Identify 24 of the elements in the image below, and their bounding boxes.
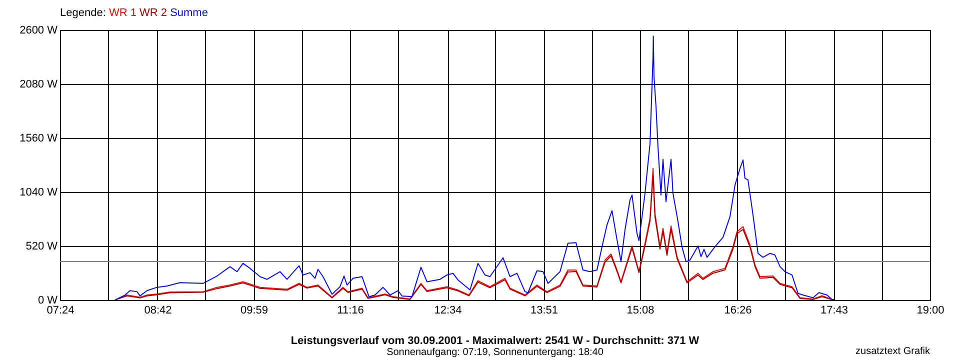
y-tick-label: 2600 W (20, 24, 58, 36)
y-tick-label: 0 W (38, 294, 58, 306)
x-tick-label: 15:08 (626, 304, 654, 316)
x-tick-label: 11:16 (337, 304, 364, 316)
text: Summe (170, 7, 208, 19)
x-tick-label: 17:43 (820, 304, 848, 316)
text: Sonnenaufgang: 07:19, Sonnenuntergang: 18:40 (386, 347, 604, 358)
y-tick-label: 1560 W (20, 132, 58, 144)
x-tick-label: 16:26 (724, 304, 752, 316)
text: WR 1 (108, 7, 136, 19)
y-tick-label: 1040 W (20, 186, 58, 198)
x-tick-label: 12:34 (434, 304, 462, 316)
y-tick-label: 2080 W (20, 78, 58, 90)
x-tick-label: 08:42 (144, 304, 172, 316)
line-series (114, 36, 836, 300)
x-tick-label: 09:59 (240, 304, 268, 316)
x-tick-label: 19:00 (916, 304, 944, 316)
text: zusatztext Grafik (856, 346, 930, 357)
text: WR 2 (140, 7, 167, 19)
y-tick-label: 520 W (26, 240, 58, 252)
x-tick-label: 13:51 (530, 304, 558, 316)
text: Leistungsverlauf vom 30.09.2001 - Maximalwert: 2541 W - Durchschnitt: 371 W (290, 335, 700, 347)
x-tick-label: 07:24 (46, 304, 74, 316)
legend-title: Legende: (60, 7, 106, 19)
